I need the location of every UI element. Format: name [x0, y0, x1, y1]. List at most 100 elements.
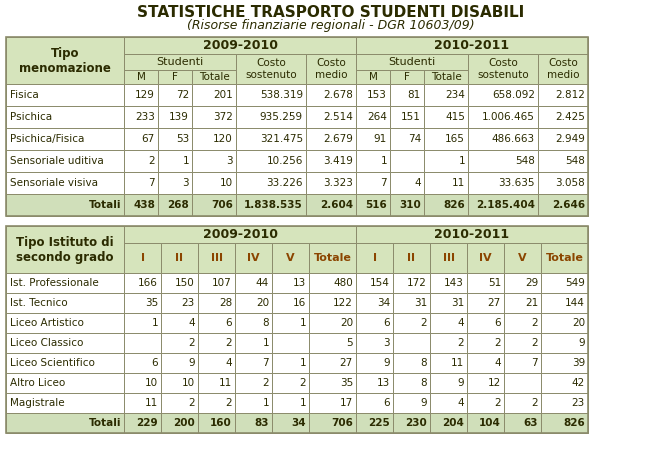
Text: M: M	[369, 72, 377, 82]
Bar	[236, 128, 306, 150]
Text: 63: 63	[524, 418, 538, 428]
Text: 16: 16	[293, 298, 306, 308]
Bar	[6, 313, 124, 333]
Bar	[235, 373, 272, 393]
Text: Costo
sostenuto: Costo sostenuto	[477, 58, 529, 80]
Text: 23: 23	[182, 298, 195, 308]
Text: 1: 1	[300, 318, 306, 328]
Bar	[272, 243, 309, 273]
Text: 129: 129	[135, 90, 155, 100]
Bar	[467, 293, 504, 313]
Text: 2009-2010: 2009-2010	[202, 39, 278, 52]
Text: 4: 4	[495, 358, 501, 368]
Text: 2009-2010: 2009-2010	[202, 228, 278, 241]
Text: 20: 20	[340, 318, 353, 328]
Bar	[309, 413, 356, 433]
Bar	[6, 293, 124, 313]
Text: 8: 8	[420, 358, 427, 368]
Text: (Risorse finanziarie regionali - DGR 10603/09): (Risorse finanziarie regionali - DGR 106…	[187, 18, 475, 31]
Bar	[430, 293, 467, 313]
Text: II: II	[408, 253, 416, 263]
Text: 549: 549	[565, 278, 585, 288]
Bar	[272, 353, 309, 373]
Bar	[6, 37, 588, 216]
Bar	[192, 70, 236, 84]
Text: 4: 4	[188, 318, 195, 328]
Text: 104: 104	[479, 418, 501, 428]
Bar	[467, 413, 504, 433]
Bar	[6, 172, 124, 194]
Bar	[393, 313, 430, 333]
Text: 1: 1	[300, 358, 306, 368]
Bar	[6, 106, 124, 128]
Text: 201: 201	[213, 90, 233, 100]
Text: 153: 153	[367, 90, 387, 100]
Bar	[6, 273, 124, 293]
Text: 29: 29	[524, 278, 538, 288]
Bar	[424, 70, 468, 84]
Text: Sensoriale visiva: Sensoriale visiva	[10, 178, 98, 188]
Text: 3: 3	[226, 156, 233, 166]
Text: IV: IV	[479, 253, 492, 263]
Bar	[541, 333, 588, 353]
Text: 486.663: 486.663	[492, 134, 535, 144]
Bar	[161, 273, 198, 293]
Bar	[390, 106, 424, 128]
Text: Ist. Tecnico: Ist. Tecnico	[10, 298, 68, 308]
Text: 139: 139	[169, 112, 189, 122]
Bar	[467, 393, 504, 413]
Bar	[235, 273, 272, 293]
Text: 2: 2	[531, 338, 538, 348]
Text: 1: 1	[458, 156, 465, 166]
Bar	[541, 373, 588, 393]
Bar	[306, 194, 356, 216]
Text: STATISTICHE TRASPORTO STUDENTI DISABILI: STATISTICHE TRASPORTO STUDENTI DISABILI	[137, 4, 524, 19]
Text: 3: 3	[383, 338, 390, 348]
Bar	[467, 313, 504, 333]
Bar	[198, 393, 235, 413]
Text: 268: 268	[167, 200, 189, 210]
Text: 2010-2011: 2010-2011	[434, 39, 510, 52]
Bar	[424, 194, 468, 216]
Bar	[161, 393, 198, 413]
Text: 1.006.465: 1.006.465	[482, 112, 535, 122]
Bar	[356, 194, 390, 216]
Bar	[504, 313, 541, 333]
Bar	[356, 353, 393, 373]
Bar	[467, 373, 504, 393]
Text: 2: 2	[188, 398, 195, 408]
Bar	[393, 393, 430, 413]
Text: III: III	[210, 253, 223, 263]
Text: 7: 7	[263, 358, 269, 368]
Text: 2.604: 2.604	[320, 200, 353, 210]
Text: 91: 91	[374, 134, 387, 144]
Bar	[124, 373, 161, 393]
Bar	[430, 313, 467, 333]
Bar	[424, 106, 468, 128]
Text: 200: 200	[173, 418, 195, 428]
Bar	[124, 293, 161, 313]
Text: 1: 1	[263, 338, 269, 348]
Text: 122: 122	[333, 298, 353, 308]
Bar	[504, 393, 541, 413]
Bar	[6, 333, 124, 353]
Text: 35: 35	[145, 298, 158, 308]
Bar	[541, 393, 588, 413]
Text: 3.323: 3.323	[323, 178, 353, 188]
Bar	[393, 243, 430, 273]
Text: Psichica/Fisica: Psichica/Fisica	[10, 134, 84, 144]
Bar	[467, 273, 504, 293]
Text: 11: 11	[145, 398, 158, 408]
Bar	[430, 353, 467, 373]
Bar	[272, 293, 309, 313]
Bar	[124, 84, 158, 106]
Bar	[236, 194, 306, 216]
Bar	[158, 150, 192, 172]
Text: 107: 107	[212, 278, 232, 288]
Bar	[124, 150, 158, 172]
Text: Totali: Totali	[88, 200, 121, 210]
Bar	[393, 353, 430, 373]
Bar	[356, 333, 393, 353]
Bar	[356, 150, 390, 172]
Bar	[356, 37, 588, 54]
